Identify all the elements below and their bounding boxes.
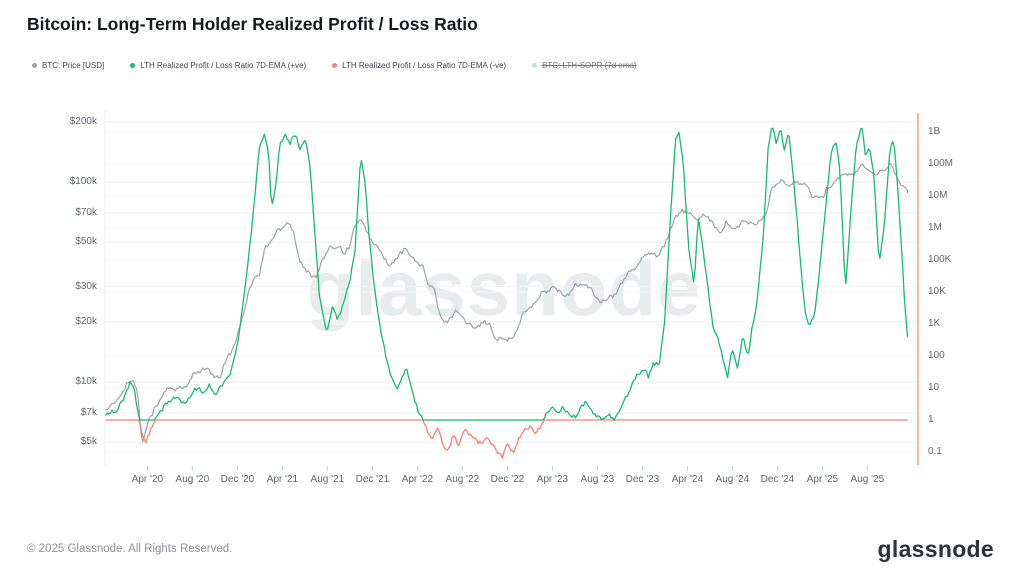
lth-ratio-negative-line bbox=[105, 419, 908, 459]
x-axis-tick-label: Dec '24 bbox=[760, 474, 795, 485]
glassnode-logo: glassnode bbox=[877, 535, 994, 562]
x-axis-tick-label: Aug '24 bbox=[715, 474, 750, 485]
y-right-tick-label: 0.1 bbox=[928, 446, 942, 457]
x-axis-tick-label: Apr '24 bbox=[671, 474, 704, 485]
legend-dot-icon bbox=[130, 63, 136, 68]
chart-legend: BTC: Price [USD] LTH Realized Profit / Lo… bbox=[32, 61, 637, 70]
legend-label: LTH Realized Profit / Loss Ratio 7D-EMA … bbox=[342, 61, 507, 70]
legend-item-btc-price[interactable]: BTC: Price [USD] bbox=[32, 61, 104, 70]
y-left-tick-label: $100k bbox=[69, 176, 97, 187]
x-axis-tick-label: Dec '20 bbox=[220, 474, 255, 485]
y-left-tick-label: $200k bbox=[69, 115, 97, 127]
x-axis-tick-label: Aug '22 bbox=[445, 474, 480, 485]
y-left-tick-label: $50k bbox=[75, 236, 97, 248]
x-axis-tick-label: Dec '21 bbox=[355, 474, 390, 485]
x-axis-tick-label: Aug '25 bbox=[850, 474, 885, 485]
y-right-tick-label: 1M bbox=[928, 222, 942, 233]
x-axis-tick-label: Apr '22 bbox=[401, 474, 434, 485]
y-left-tick-label: $7k bbox=[80, 406, 97, 418]
legend-dot-icon bbox=[532, 63, 538, 68]
y-left-tick-label: $10k bbox=[75, 376, 97, 387]
y-right-tick-label: 10K bbox=[928, 286, 946, 297]
footer-copyright: © 2025 Glassnode. All Rights Reserved. bbox=[27, 543, 233, 555]
x-axis-tick-label: Apr '21 bbox=[266, 474, 299, 485]
page-title: Bitcoin: Long-Term Holder Realized Profi… bbox=[27, 14, 478, 34]
x-axis-tick-label: Aug '21 bbox=[310, 474, 345, 485]
y-left-tick-label: $30k bbox=[75, 280, 97, 292]
legend-label: BTC: Price [USD] bbox=[42, 61, 105, 70]
y-right-tick-label: 100M bbox=[928, 158, 954, 169]
x-axis-tick-label: Dec '23 bbox=[625, 474, 660, 485]
lth-ratio-positive-line bbox=[105, 127, 909, 421]
x-axis-tick-label: Apr '25 bbox=[806, 474, 839, 485]
x-axis-tick-label: Aug '23 bbox=[580, 474, 615, 485]
y-right-tick-label: 100 bbox=[928, 350, 945, 361]
legend-item-lth-ratio-positive[interactable]: LTH Realized Profit / Loss Ratio 7D-EMA … bbox=[130, 61, 306, 70]
legend-label: BTC: LTH-SOPR (7d ema) bbox=[542, 61, 637, 70]
y-right-tick-label: 10 bbox=[928, 382, 940, 393]
legend-dot-icon bbox=[32, 63, 37, 68]
y-right-tick-label: 10M bbox=[928, 190, 948, 201]
footer: © 2025 Glassnode. All Rights Reserved. g… bbox=[27, 530, 994, 568]
y-right-tick-label: 1B bbox=[928, 126, 941, 137]
y-right-tick-label: 1K bbox=[928, 318, 941, 329]
btc-price-line bbox=[105, 162, 909, 443]
x-axis-tick-label: Apr '20 bbox=[131, 474, 164, 485]
y-left-tick-label: $5k bbox=[80, 436, 97, 448]
glassnode-watermark: glassnode bbox=[306, 244, 702, 332]
y-right-tick-label: 100K bbox=[928, 254, 952, 265]
legend-item-lth-sopr[interactable]: BTC: LTH-SOPR (7d ema) bbox=[532, 61, 637, 70]
y-right-tick-label: 1 bbox=[928, 414, 934, 425]
x-axis-tick-label: Apr '23 bbox=[536, 474, 569, 485]
x-axis-tick-label: Aug '20 bbox=[175, 474, 210, 485]
legend-label: LTH Realized Profit / Loss Ratio 7D-EMA … bbox=[140, 61, 307, 70]
y-left-tick-label: $20k bbox=[75, 315, 97, 327]
legend-dot-icon bbox=[332, 63, 338, 68]
y-left-tick-label: $70k bbox=[75, 206, 97, 218]
legend-item-lth-ratio-negative[interactable]: LTH Realized Profit / Loss Ratio 7D-EMA … bbox=[332, 61, 506, 70]
x-axis-tick-label: Dec '22 bbox=[490, 474, 525, 485]
